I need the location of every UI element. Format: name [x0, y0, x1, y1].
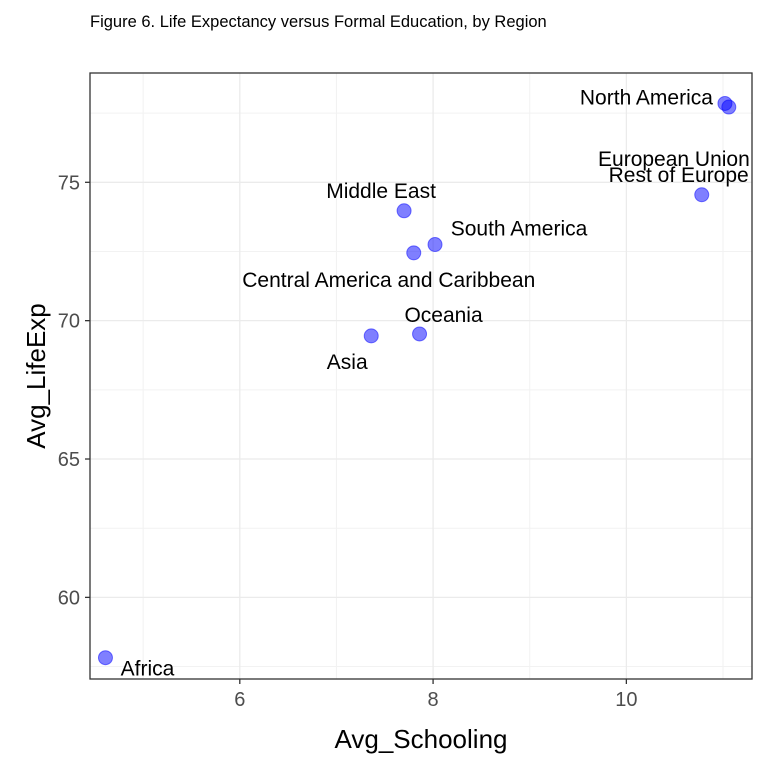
y-tick-label: 75	[58, 172, 80, 194]
y-tick-label: 65	[58, 449, 80, 471]
axis-ticks: 6 8 10 60 65 70 75	[58, 172, 638, 711]
point-label: Africa	[121, 658, 175, 681]
x-tick-label: 10	[615, 689, 637, 711]
data-point	[721, 99, 737, 115]
data-point	[412, 326, 428, 342]
minor-gridlines	[90, 73, 752, 679]
data-point	[694, 187, 710, 203]
y-tick-label: 60	[58, 587, 80, 609]
point-label: South America	[451, 218, 588, 241]
point-label: Middle East	[326, 180, 436, 203]
data-point	[406, 245, 422, 261]
x-tick-label: 6	[234, 689, 245, 711]
point-label: North America	[580, 86, 713, 109]
point-label: Rest of Europe	[609, 164, 749, 187]
x-axis-title: Avg_Schooling	[335, 724, 508, 754]
point-label: Central America and Caribbean	[242, 269, 535, 292]
major-gridlines	[90, 73, 752, 679]
data-point	[396, 203, 412, 219]
data-points	[97, 95, 737, 666]
data-point	[363, 328, 379, 344]
plot-panel-border	[89, 72, 753, 680]
data-point	[97, 650, 113, 666]
point-label: European Union	[598, 148, 750, 171]
point-label: Oceania	[404, 304, 483, 327]
y-tick-label: 70	[58, 311, 80, 333]
figure-title: Figure 6. Life Expectancy versus Formal …	[90, 13, 547, 31]
point-label: Asia	[327, 351, 368, 374]
x-tick-label: 8	[428, 689, 439, 711]
y-axis-title: Avg_LifeExp	[21, 303, 51, 449]
data-point	[427, 237, 443, 253]
